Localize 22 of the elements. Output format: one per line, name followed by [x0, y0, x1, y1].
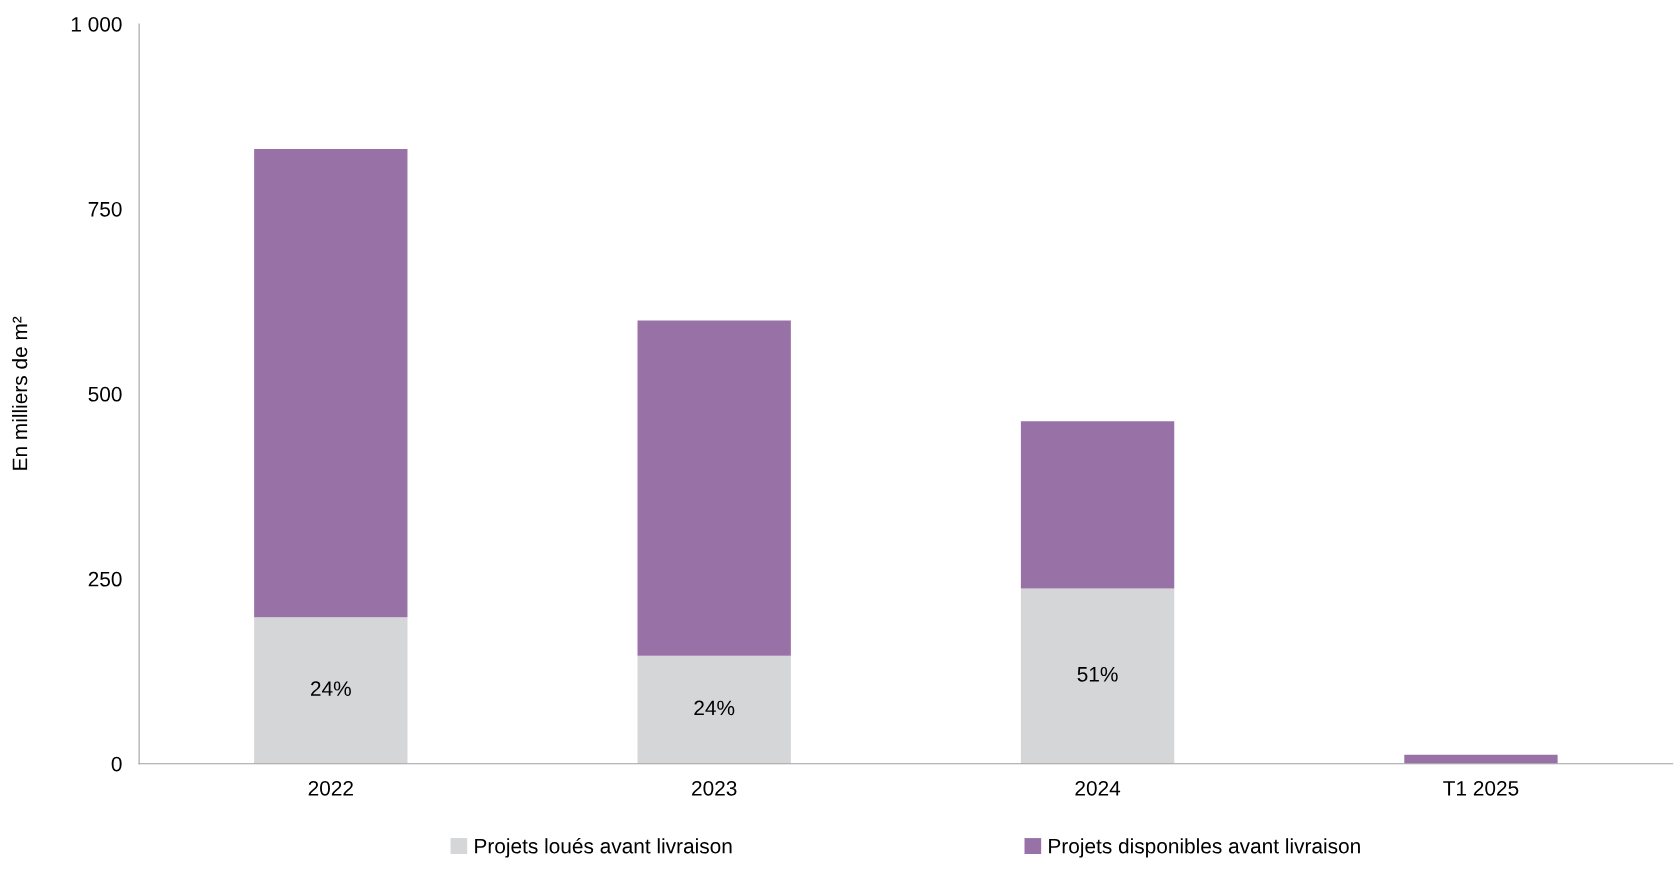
y-tick-label: 250 [88, 571, 122, 587]
bar [1020, 588, 1175, 764]
x-tick-label: T1 2025 [1443, 780, 1519, 796]
annotation: 51% [1077, 666, 1118, 682]
legend-label: Projets disponibles avant livraison [1049, 838, 1360, 858]
y-tick-label: 1 000 [71, 16, 122, 32]
y-tick-label: 0 [111, 756, 122, 772]
x-tick-label: 2024 [1075, 780, 1121, 796]
annotation: 24% [311, 681, 351, 696]
bar [254, 148, 408, 618]
y-axis-title: En milliers de m² [12, 316, 28, 470]
bar [637, 320, 791, 656]
bar [1404, 754, 1558, 764]
legend-label: Projets loués avant livraison [475, 837, 732, 858]
x-tick-label: 2022 [308, 780, 353, 796]
x-tick-label: 2023 [692, 780, 737, 796]
y-tick-label: 500 [88, 386, 122, 402]
bar [254, 617, 408, 764]
annotation: 24% [694, 700, 735, 716]
bar [637, 655, 791, 764]
bar [1020, 421, 1175, 589]
y-tick-label: 750 [88, 201, 122, 217]
